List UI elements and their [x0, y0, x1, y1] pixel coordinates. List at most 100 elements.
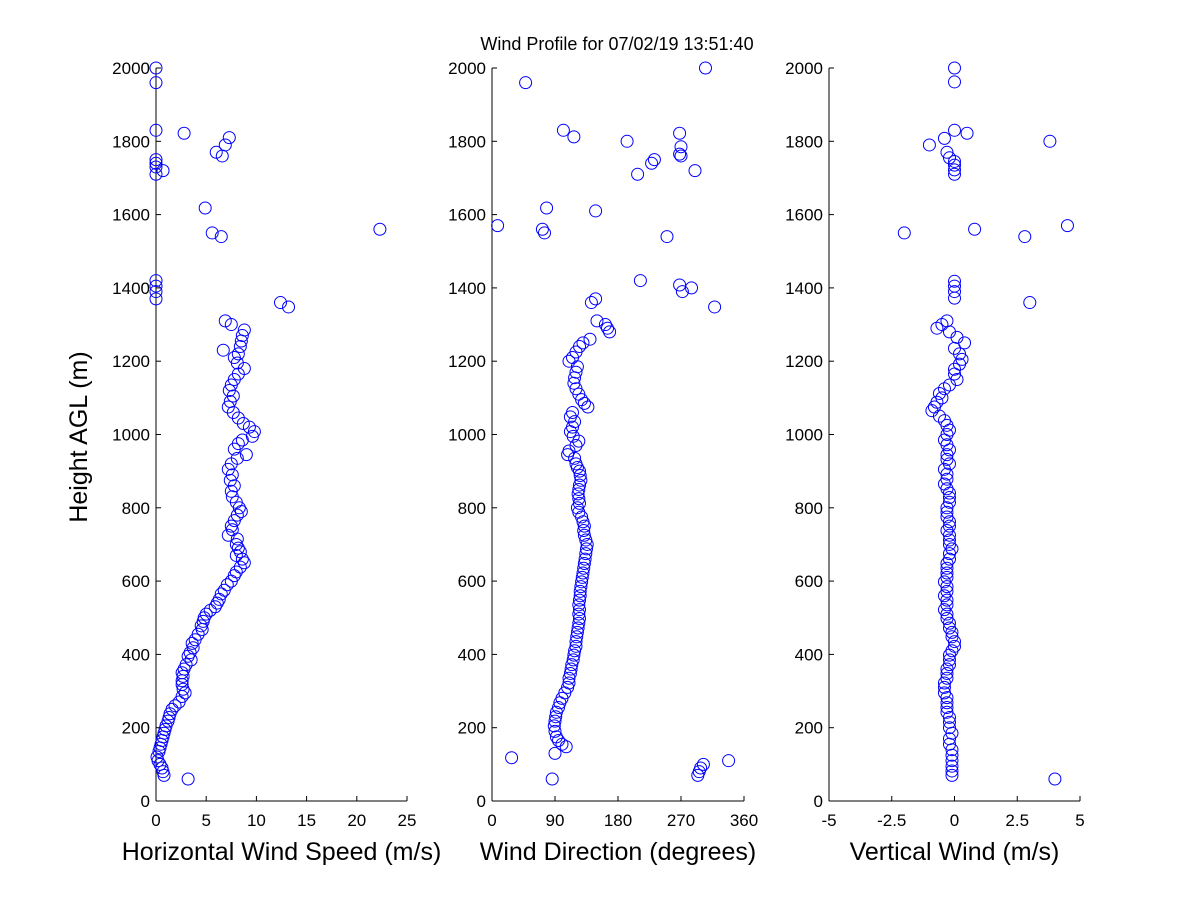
data-point — [555, 737, 569, 751]
data-point — [568, 371, 582, 385]
data-point — [224, 378, 238, 392]
x-axis-label: Vertical Wind (m/s) — [850, 838, 1060, 866]
data-point — [660, 230, 674, 244]
data-point — [373, 222, 387, 236]
data-point — [576, 566, 590, 580]
data-point — [940, 593, 954, 607]
data-point — [242, 420, 256, 434]
data-point — [937, 414, 951, 428]
data-point — [937, 382, 951, 396]
data-point — [940, 418, 954, 432]
data-point — [181, 772, 195, 786]
data-point — [589, 292, 603, 306]
data-point — [1018, 230, 1032, 244]
x-tick-label: 270 — [667, 811, 695, 830]
data-point — [942, 653, 956, 667]
y-tick-label: 2000 — [785, 59, 823, 78]
data-point — [581, 400, 595, 414]
data-point — [149, 274, 163, 288]
data-point — [953, 347, 967, 361]
data-point — [948, 75, 961, 89]
data-point — [673, 147, 687, 161]
data-point — [598, 318, 612, 332]
data-point — [221, 528, 235, 542]
data-point — [222, 131, 236, 145]
x-tick-label: 10 — [247, 811, 266, 830]
y-tick-label: 200 — [795, 719, 823, 738]
data-point — [149, 160, 163, 174]
x-tick-label: 20 — [347, 811, 366, 830]
data-point — [674, 149, 688, 163]
x-tick-label: 5 — [201, 811, 210, 830]
data-point — [945, 754, 959, 768]
data-point — [561, 448, 575, 462]
y-tick-label: 800 — [458, 499, 486, 518]
data-point — [573, 478, 586, 492]
y-tick-label: 1600 — [448, 206, 486, 225]
data-point — [932, 386, 946, 400]
y-tick-label: 1000 — [112, 426, 150, 445]
data-point — [577, 524, 591, 538]
data-point — [968, 222, 982, 236]
y-tick-label: 200 — [458, 719, 486, 738]
data-point — [229, 537, 243, 551]
data-point — [149, 153, 163, 167]
y-tick-label: 1200 — [448, 352, 486, 371]
data-point — [149, 285, 163, 299]
data-point — [572, 492, 586, 506]
data-point — [942, 533, 956, 547]
data-point — [930, 321, 944, 335]
data-point — [940, 428, 954, 441]
data-point — [948, 285, 961, 299]
data-point — [282, 300, 296, 314]
data-point — [545, 772, 559, 786]
data-point — [572, 482, 586, 496]
data-point — [940, 448, 954, 462]
data-point — [567, 376, 581, 390]
data-point — [562, 671, 576, 685]
data-point — [549, 705, 563, 719]
data-point — [574, 580, 588, 594]
data-point — [948, 635, 961, 649]
y-tick-label: 400 — [122, 645, 150, 664]
data-point — [519, 76, 533, 90]
data-point — [579, 547, 593, 561]
data-point — [942, 491, 956, 505]
data-point — [149, 123, 163, 137]
data-point — [573, 584, 587, 598]
data-point — [935, 391, 949, 405]
data-point — [547, 719, 561, 733]
data-point — [567, 130, 581, 144]
data-point — [940, 501, 954, 515]
data-point — [942, 495, 956, 509]
data-point — [1043, 134, 1057, 148]
data-point — [573, 589, 587, 603]
data-point — [548, 746, 562, 760]
data-point — [942, 515, 956, 529]
data-point — [183, 646, 197, 660]
data-point — [214, 230, 228, 244]
data-point — [927, 400, 941, 414]
data-point — [548, 714, 562, 728]
data-point — [673, 278, 687, 292]
data-point — [149, 76, 163, 90]
data-point — [942, 648, 956, 662]
data-point — [224, 318, 238, 332]
data-point — [567, 648, 581, 662]
x-tick-label: 0 — [950, 811, 959, 830]
panel-1: 0 200 400 600 800 1000 1200 1400 1600 1800 2000 0 5 1… — [112, 59, 441, 866]
y-tick-label: 1600 — [785, 206, 823, 225]
data-point — [688, 164, 702, 178]
data-point — [172, 695, 186, 709]
y-tick-label: 0 — [814, 792, 823, 811]
y-tick-label: 400 — [795, 645, 823, 664]
data-point — [940, 482, 954, 496]
data-point — [940, 607, 954, 621]
y-tick-label: 1800 — [448, 132, 486, 151]
y-tick-label: 0 — [477, 792, 486, 811]
data-point — [215, 149, 229, 163]
data-point — [948, 367, 961, 381]
data-point — [573, 464, 586, 478]
data-point — [583, 332, 597, 346]
y-tick-label: 600 — [795, 572, 823, 591]
